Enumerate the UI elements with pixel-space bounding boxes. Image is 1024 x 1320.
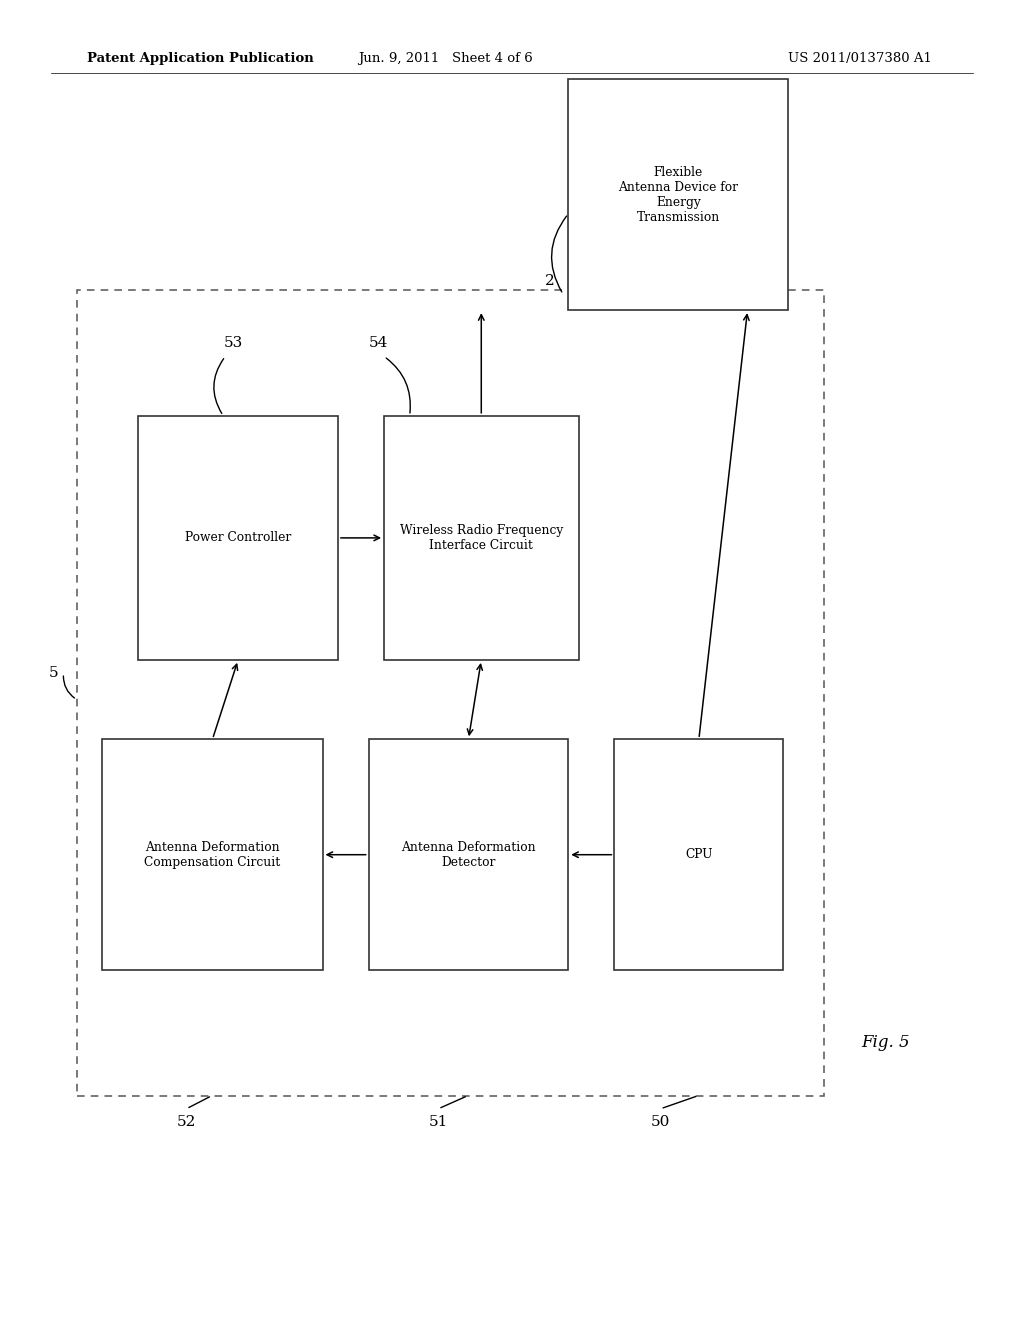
Text: 53: 53 (224, 335, 243, 350)
Bar (77, 290, 824, 1096)
Text: Patent Application Publication: Patent Application Publication (87, 51, 313, 65)
Text: Jun. 9, 2011   Sheet 4 of 6: Jun. 9, 2011 Sheet 4 of 6 (358, 51, 532, 65)
Bar (614, 739, 783, 970)
Text: 52: 52 (177, 1115, 196, 1130)
Text: Antenna Deformation
Detector: Antenna Deformation Detector (401, 841, 536, 869)
Text: Fig. 5: Fig. 5 (861, 1035, 910, 1051)
Bar (102, 739, 323, 970)
Text: US 2011/0137380 A1: US 2011/0137380 A1 (787, 51, 932, 65)
Text: Antenna Deformation
Compensation Circuit: Antenna Deformation Compensation Circuit (144, 841, 281, 869)
Text: CPU: CPU (685, 849, 713, 861)
Bar (138, 416, 338, 660)
Text: Flexible
Antenna Device for
Energy
Transmission: Flexible Antenna Device for Energy Trans… (618, 166, 738, 223)
Bar (369, 739, 568, 970)
Text: 2: 2 (545, 273, 555, 288)
Text: 50: 50 (651, 1115, 670, 1130)
Bar (568, 79, 788, 310)
Text: 5: 5 (48, 667, 58, 680)
Text: Power Controller: Power Controller (185, 532, 291, 544)
Text: 54: 54 (370, 335, 388, 350)
Bar (384, 416, 579, 660)
Text: 51: 51 (429, 1115, 447, 1130)
Text: Wireless Radio Frequency
Interface Circuit: Wireless Radio Frequency Interface Circu… (399, 524, 563, 552)
